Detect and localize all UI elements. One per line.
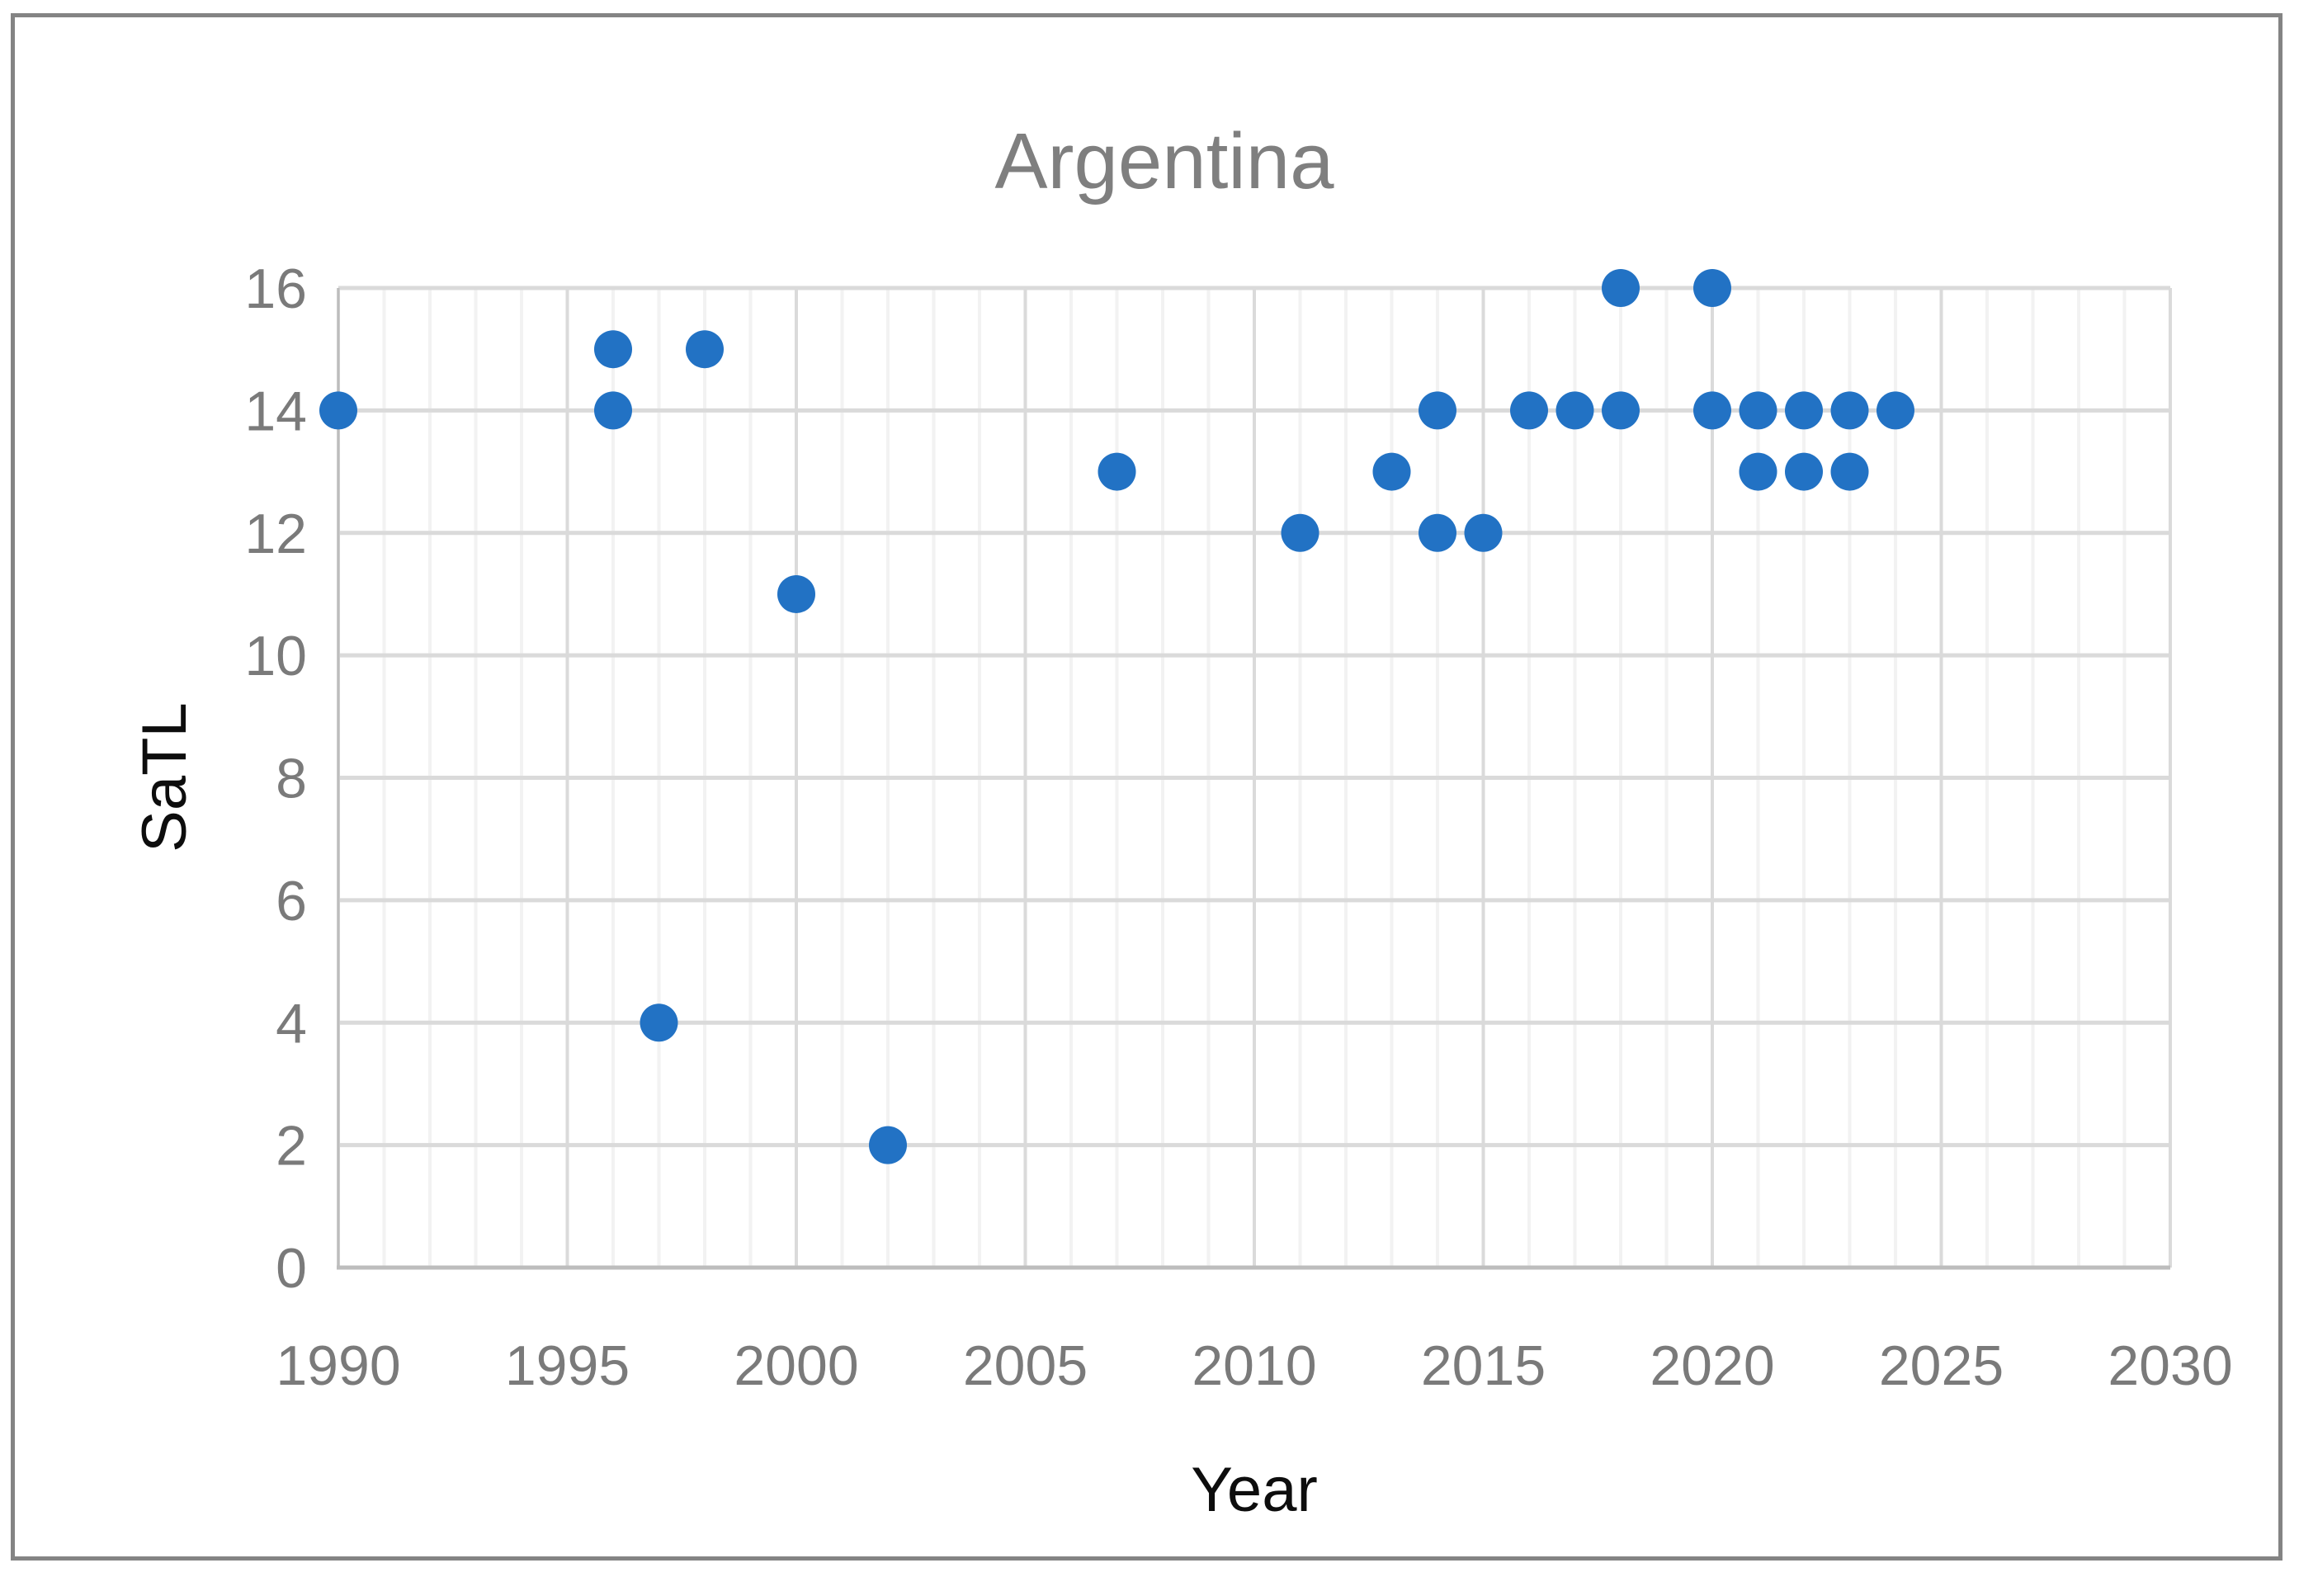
data-point	[1098, 452, 1136, 491]
data-point	[594, 330, 632, 369]
grid-layer	[337, 286, 2172, 1268]
y-tick-label: 0	[276, 1237, 307, 1300]
data-point	[686, 330, 724, 369]
data-point	[1830, 452, 1869, 491]
data-point	[640, 1003, 678, 1042]
data-point	[1693, 269, 1731, 307]
data-point	[1602, 391, 1640, 430]
y-tick-label: 6	[276, 870, 307, 933]
x-tick-label: 1995	[505, 1334, 630, 1397]
x-tick-label: 2000	[734, 1334, 858, 1397]
data-point	[319, 391, 357, 430]
tick-label-layer: 1990 1995 2000 2005 2010 2015 2020 2025 2030 0 2 4 6…	[244, 257, 2232, 1397]
y-tick-label: 8	[276, 748, 307, 810]
data-point	[1785, 452, 1823, 491]
data-point	[594, 391, 632, 430]
data-point	[1876, 391, 1914, 430]
x-tick-label: 2030	[2108, 1334, 2232, 1397]
data-point	[1281, 513, 1319, 552]
scatter-plot: 1990 1995 2000 2005 2010 2015 2020 2025 2030 0 2 4 6…	[130, 117, 2233, 1525]
y-tick-label: 2	[276, 1115, 307, 1178]
data-point	[1464, 513, 1503, 552]
data-point-layer	[319, 269, 1914, 1164]
data-point	[1419, 391, 1456, 430]
data-point	[869, 1126, 907, 1164]
data-point	[1510, 391, 1548, 430]
x-tick-label: 2015	[1421, 1334, 1546, 1397]
chart-title: Argentina	[995, 117, 1335, 205]
chart-frame: 1990 1995 2000 2005 2010 2015 2020 2025 2030 0 2 4 6…	[11, 13, 2282, 1561]
data-point	[1419, 513, 1456, 552]
y-axis-title: SaTL	[130, 702, 200, 852]
data-point	[777, 574, 815, 613]
data-point	[1602, 269, 1640, 307]
axis-layer	[337, 288, 2170, 1270]
y-tick-label: 4	[276, 992, 307, 1055]
data-point	[1739, 391, 1777, 430]
x-tick-label: 1990	[276, 1334, 400, 1397]
x-tick-label: 2025	[1879, 1334, 2004, 1397]
y-tick-label: 10	[244, 625, 307, 687]
data-point	[1830, 391, 1869, 430]
x-tick-label: 2010	[1192, 1334, 1316, 1397]
x-axis-title: Year	[1191, 1455, 1318, 1525]
y-tick-label: 16	[244, 257, 307, 320]
x-tick-label: 2020	[1650, 1334, 1774, 1397]
x-tick-label: 2005	[963, 1334, 1088, 1397]
data-point	[1785, 391, 1823, 430]
y-tick-label: 14	[244, 380, 307, 442]
data-point	[1739, 452, 1777, 491]
data-point	[1555, 391, 1594, 430]
data-point	[1693, 391, 1731, 430]
y-tick-label: 12	[244, 503, 307, 565]
data-point	[1372, 452, 1411, 491]
